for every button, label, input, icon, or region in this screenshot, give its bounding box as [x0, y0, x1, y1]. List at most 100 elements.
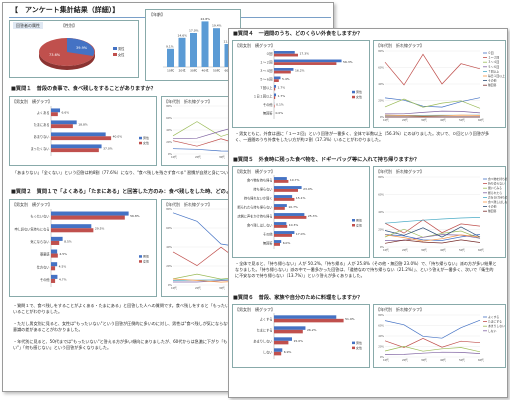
x-tick-label: 20代: [195, 155, 201, 159]
x-tick-label: 60代: [478, 248, 484, 252]
y-tick-label: 60%: [378, 66, 384, 70]
legend-female: 女性: [143, 259, 149, 264]
q2-title: ■質問２ 質問１で「よくある」「たまにある」と回答した方のみ：食べ残しをした時、…: [11, 189, 294, 195]
x-tick-label: 50代: [459, 118, 465, 122]
y-tick-label: 40%: [378, 334, 384, 338]
line-legend-label: たまにする: [488, 320, 502, 324]
bar-female: [274, 104, 275, 108]
bar-female: [274, 53, 298, 57]
age-category-label: 10代: [167, 68, 174, 73]
bar-category-label: まったくない: [31, 146, 50, 151]
series-line: [384, 217, 481, 224]
q5-bar-chart: 食べ物を持ち帰る 10.7% 持ち帰らない 23.0% 持ち帰れないか聞く 15.1% 断ら…: [237, 175, 362, 249]
legend-swatch-female: [113, 53, 117, 56]
line-legend-label: 持ち帰らない: [488, 182, 505, 186]
x-tick-label: 30代: [219, 155, 225, 159]
gender-header: 【性別】: [61, 23, 77, 28]
bar-female: [274, 179, 289, 183]
line-legend-label: しない: [488, 329, 497, 333]
legend-swatch-female: [352, 224, 355, 227]
bar-female: [274, 96, 276, 99]
bar-category-label: 食べ残しはしない: [247, 222, 273, 227]
line-legend-label: ５〜６回: [488, 65, 499, 69]
x-tick-label: 40代: [440, 358, 446, 362]
y-tick-label: 0%: [380, 245, 385, 249]
bar-value-label: 26.2%: [307, 328, 317, 332]
bar-category-label: 申し訳ない気持ちになる: [14, 226, 49, 231]
legend-male: 男性: [143, 135, 149, 140]
bar-category-label: たまにする: [257, 328, 273, 333]
bar-male: [274, 195, 293, 198]
bar-male: [51, 120, 77, 125]
line-legend-label: 食べ残しはしない: [488, 200, 508, 204]
q4-bar-box: [232, 40, 370, 128]
y-tick-label: 60%: [166, 226, 172, 230]
bar-male: [274, 85, 277, 88]
bar-category-label: 無回答: [263, 240, 273, 245]
series-line: [384, 234, 481, 242]
bar-category-label: もったいない: [30, 214, 49, 219]
bar-female: [274, 62, 337, 65]
series-line: [384, 239, 481, 244]
q4-note: ・男女ともに、外食は週に「１〜２回」という回答が一番多く、全体で半数以上（56.…: [235, 131, 490, 142]
line-legend-label: 無回答: [488, 83, 497, 87]
x-tick-label: 30代: [421, 248, 427, 252]
age-category-label: 30代: [190, 68, 197, 73]
x-tick-label: 30代: [219, 286, 225, 290]
q4-line-chart: 0% 20% 40% 60% 80% 10代 20代 30代 40代 50代 60代 ０回１〜２回３〜…: [378, 49, 505, 122]
y-tick-label: 80%: [166, 104, 172, 108]
y-tick-label: 0%: [168, 152, 173, 156]
q2-note-1: ・質問１で、食べ残しをすることがよくある・たまにある」と回答した人への質問です。…: [13, 303, 302, 314]
q6-right-header: 【年代別 折れ線グラフ】: [376, 307, 424, 312]
bar-value-label: 10.7%: [288, 205, 298, 209]
series-line: [384, 228, 481, 239]
bar-value-label: 23.0%: [303, 187, 313, 191]
bar-male: [274, 315, 337, 319]
bar-value-label: 17.0%: [296, 232, 306, 236]
survey-page-right: ■質問４ 一週間のうち、どのくらい外食をしますか？ 【男女別 横グラフ】 ０回 1…: [228, 28, 508, 398]
y-tick-label: 20%: [378, 228, 384, 232]
bar-female: [274, 87, 276, 91]
y-tick-label: 40%: [166, 128, 172, 132]
bar-female: [51, 136, 112, 141]
bar-value-label: 25.3%: [308, 214, 318, 218]
line-legend-label: ０回: [488, 51, 494, 55]
q5-title: ■質問５ 外食時に残った食べ物を、ドギーバッグ等に入れて持ち帰りますか？: [233, 157, 420, 163]
bar-category-label: その他: [263, 102, 273, 107]
bar-male: [274, 186, 302, 189]
bar-value-label: 4.5%: [59, 265, 67, 269]
bar-category-label: 食べ物を持ち帰る: [247, 177, 273, 182]
bar-male: [274, 231, 295, 234]
legend-swatch-male: [352, 90, 355, 94]
bar-value-label: 4.5%: [59, 252, 67, 256]
bar-value-label: 10.7%: [290, 178, 300, 182]
x-tick-label: 20代: [195, 286, 201, 290]
bar-value-label: 29.5%: [95, 227, 105, 231]
age-category-label: 50代: [213, 68, 220, 73]
bar-male: [274, 348, 283, 352]
q5-left-header: 【男女別 横グラフ】: [235, 169, 275, 174]
pie-label-female: 73.6%: [49, 53, 61, 57]
bar-category-label: 罪悪感: [40, 252, 50, 257]
q4-bar-chart: ０回 17.3% １〜２回 56.3% ３〜４回 16.2% ５〜６回 5.4% ７回以上 1.7…: [253, 49, 362, 119]
bar-value-label: 0.1%: [276, 103, 284, 107]
age-bar-label: 14.6%: [178, 33, 188, 37]
bar-female: [274, 70, 291, 74]
bar-category-label: ５〜６回: [260, 78, 273, 82]
line-legend-label: ７回以上: [488, 69, 499, 73]
bar-category-label: あまりない: [34, 134, 50, 139]
series-line: [384, 53, 481, 86]
bar-category-label: ３〜４回: [260, 69, 273, 73]
bar-male: [51, 262, 58, 267]
bar-male: [274, 177, 287, 180]
q2-bar-chart: もったいない 56.8% 申し訳ない気持ちになる 29.5% 気にならない 8.5% 罪悪感…: [14, 209, 149, 287]
line-legend-label: 毎日１回以上: [488, 74, 505, 78]
bar-male: [274, 240, 282, 243]
bar-category-label: ０回: [266, 52, 272, 56]
age-category-label: 60代: [225, 68, 232, 73]
x-tick-label: 40代: [440, 118, 446, 122]
bar-value-label: 56.8%: [130, 214, 140, 218]
x-tick-label: 60代: [478, 358, 484, 362]
age-category-label: 20代: [179, 68, 186, 73]
bar-female: [274, 79, 279, 82]
